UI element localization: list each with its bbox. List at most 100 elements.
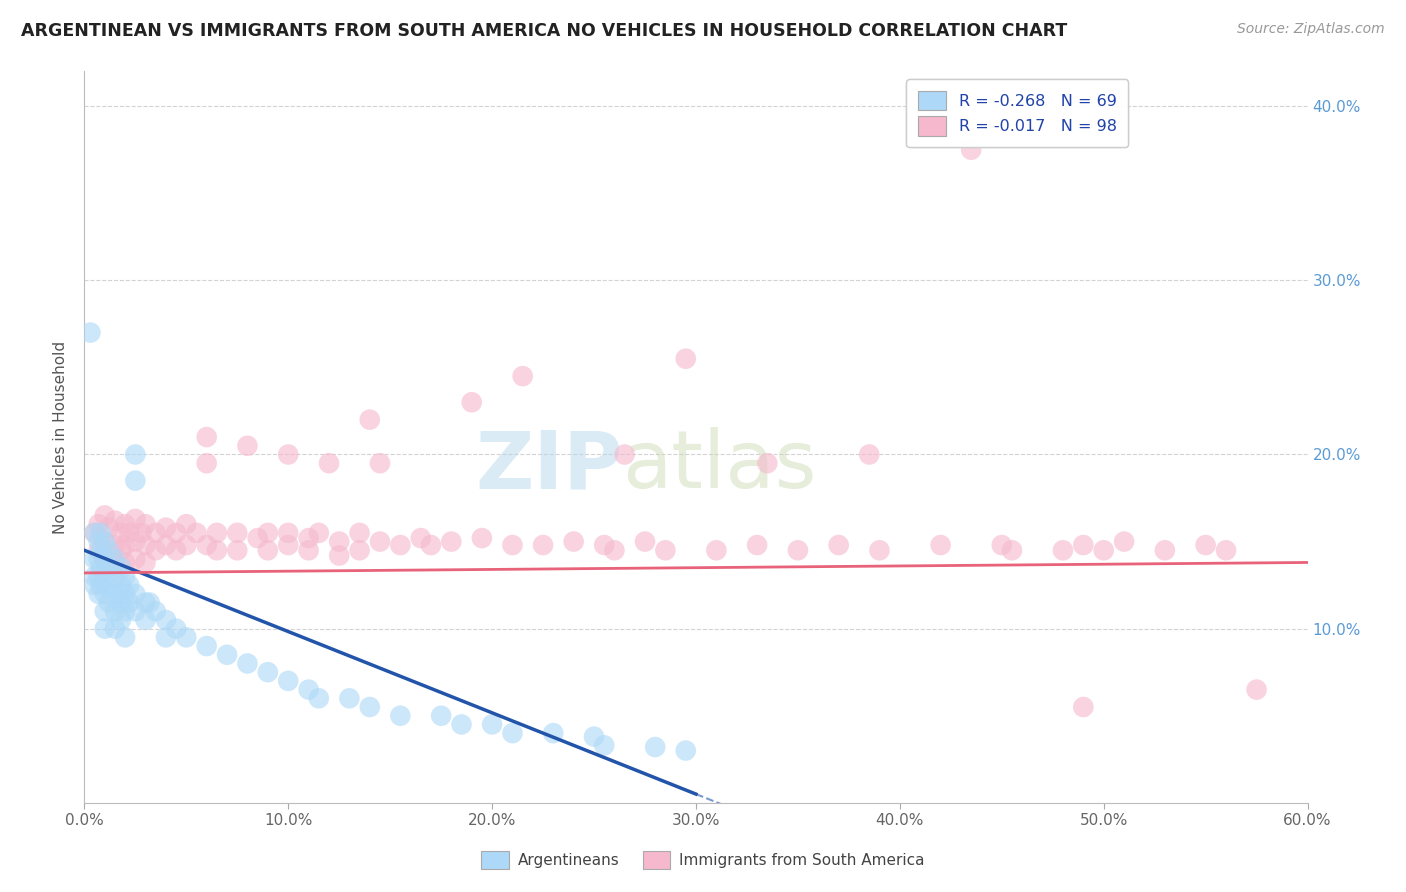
Point (828, 538, 851, 552)
Point (131, 525, 153, 540)
Point (562, 534, 585, 549)
Point (124, 552, 146, 566)
Point (593, 739, 616, 753)
Point (675, 743, 697, 757)
Point (349, 525, 371, 540)
Point (1092, 543, 1115, 558)
Point (217, 648, 239, 662)
Point (359, 700, 381, 714)
Point (110, 560, 132, 574)
Point (155, 613, 177, 627)
Point (1195, 538, 1218, 552)
Point (93, 534, 115, 549)
Text: ZIP: ZIP (475, 427, 623, 506)
Point (368, 456, 391, 470)
Point (195, 639, 218, 653)
Point (114, 587, 136, 601)
Point (93, 587, 115, 601)
Point (124, 534, 146, 549)
Point (543, 726, 565, 740)
Point (110, 613, 132, 627)
Point (104, 538, 127, 552)
Point (110, 525, 132, 540)
Point (257, 543, 280, 558)
Point (277, 525, 299, 540)
Point (110, 578, 132, 592)
Point (90, 543, 112, 558)
Point (246, 531, 269, 545)
Point (308, 525, 330, 540)
Text: atlas: atlas (623, 427, 817, 506)
Point (195, 456, 218, 470)
Point (359, 412, 381, 426)
Point (79, 326, 101, 340)
Point (93, 604, 115, 618)
Point (145, 543, 167, 558)
Point (644, 740, 666, 755)
Point (450, 717, 472, 731)
Point (858, 448, 880, 462)
Point (90, 560, 112, 574)
Point (145, 525, 167, 540)
Point (124, 587, 146, 601)
Point (174, 517, 197, 532)
Point (328, 549, 350, 563)
Point (118, 578, 141, 592)
Point (145, 604, 167, 618)
Point (675, 351, 697, 366)
Point (1154, 543, 1177, 558)
Point (420, 538, 443, 552)
Point (83, 525, 105, 540)
Point (87, 552, 110, 566)
Point (118, 595, 141, 609)
Point (114, 604, 136, 618)
Point (104, 552, 127, 566)
Point (165, 622, 187, 636)
Point (603, 543, 626, 558)
Point (124, 512, 146, 526)
Point (87, 569, 110, 583)
Point (226, 543, 249, 558)
Point (174, 538, 197, 552)
Point (135, 613, 157, 627)
Point (481, 717, 503, 731)
Point (328, 534, 350, 549)
Point (97, 578, 120, 592)
Point (155, 538, 177, 552)
Point (114, 517, 136, 532)
Point (93, 569, 115, 583)
Point (869, 543, 891, 558)
Point (787, 543, 810, 558)
Point (205, 543, 228, 558)
Point (257, 665, 280, 680)
Point (991, 538, 1014, 552)
Point (97, 521, 120, 535)
Point (83, 525, 105, 540)
Point (90, 578, 112, 592)
Point (97, 560, 120, 574)
Point (1246, 682, 1268, 697)
Point (93, 508, 115, 523)
Point (114, 556, 136, 570)
Point (93, 552, 115, 566)
Text: ARGENTINEAN VS IMMIGRANTS FROM SOUTH AMERICA NO VEHICLES IN HOUSEHOLD CORRELATIO: ARGENTINEAN VS IMMIGRANTS FROM SOUTH AME… (21, 22, 1067, 40)
Point (502, 726, 524, 740)
Point (124, 448, 146, 462)
Point (83, 552, 105, 566)
Legend: Argentineans, Immigrants from South America: Argentineans, Immigrants from South Amer… (475, 845, 931, 875)
Point (471, 531, 494, 545)
Point (135, 538, 157, 552)
Point (389, 708, 412, 723)
Point (124, 474, 146, 488)
Point (97, 543, 120, 558)
Point (93, 534, 115, 549)
Point (90, 525, 112, 540)
Point (118, 525, 141, 540)
Point (531, 538, 554, 552)
Point (960, 143, 983, 157)
Point (114, 538, 136, 552)
Point (389, 538, 412, 552)
Point (502, 538, 524, 552)
Point (155, 631, 177, 645)
Point (165, 543, 187, 558)
